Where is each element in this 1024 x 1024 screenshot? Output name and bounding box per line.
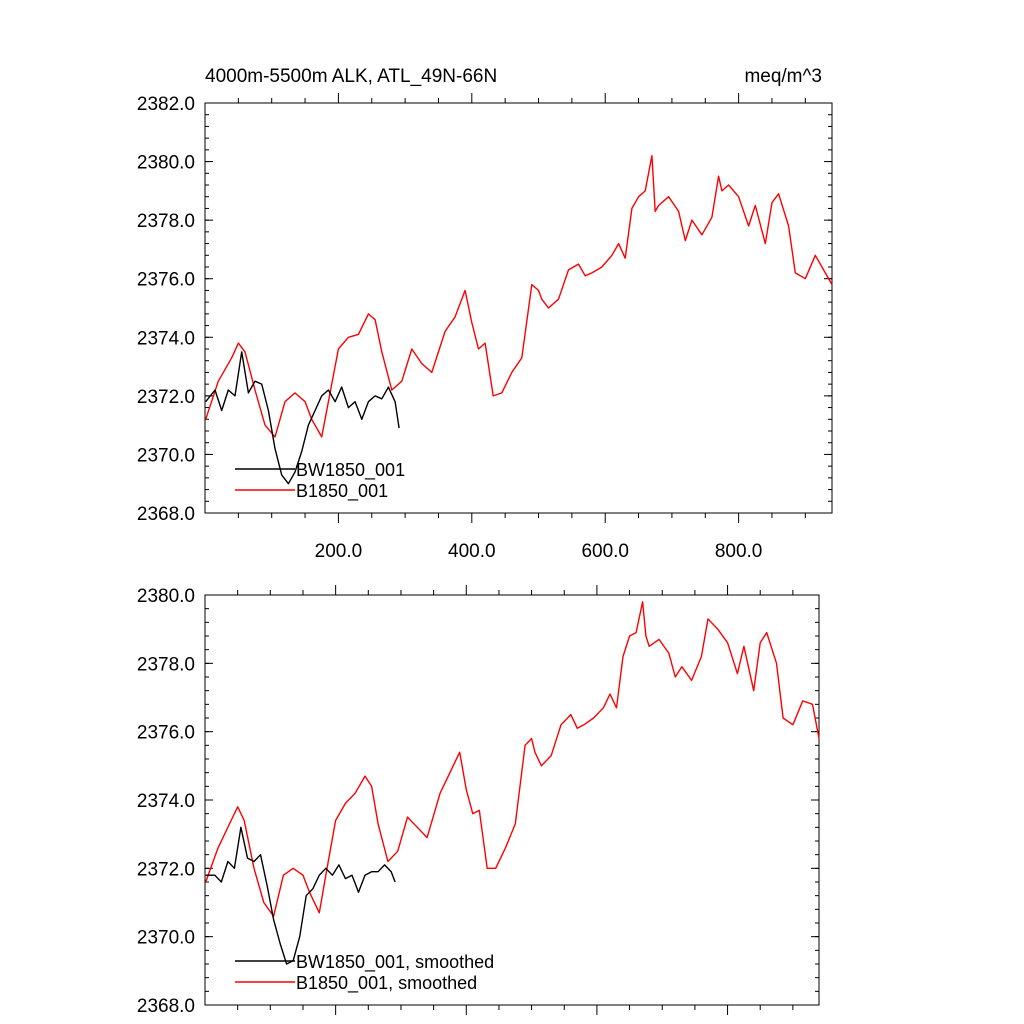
- x-tick-label: 800.0: [715, 541, 763, 562]
- top-legend-label-bw1850: BW1850_001: [296, 460, 405, 481]
- top-axis-ticks: 2368.0 2370.0 2372.0 2374.0 2376.0 2378.0 2380…: [137, 93, 832, 562]
- top-legend: BW1850_001 B1850_001: [235, 460, 405, 502]
- bottom-legend-label-b1850: B1850_001, smoothed: [296, 973, 477, 994]
- y-tick-label: 2382.0: [137, 94, 195, 115]
- y-tick-label: 2376.0: [137, 270, 195, 291]
- series-line-bw1850: [205, 826, 396, 965]
- y-tick-label: 2378.0: [137, 654, 195, 675]
- x-tick-label: 600.0: [581, 541, 629, 562]
- top-chart-units: meq/m^3: [744, 66, 822, 87]
- y-tick-label: 2372.0: [137, 859, 195, 880]
- y-tick-label: 2372.0: [137, 387, 195, 408]
- bottom-panel: 2368.0 2370.0 2372.0 2374.0 2376.0 2378.0 2380…: [137, 585, 820, 1017]
- bottom-plot-frame: [204, 594, 820, 1006]
- bottom-series-lines: [205, 601, 820, 965]
- y-tick-label: 2368.0: [137, 996, 195, 1017]
- y-tick-label: 2380.0: [137, 586, 195, 607]
- top-series-lines: [205, 154, 833, 485]
- x-tick-label: 400.0: [448, 541, 496, 562]
- y-tick-label: 2370.0: [137, 445, 195, 466]
- bottom-axis-ticks: 2368.0 2370.0 2372.0 2374.0 2376.0 2378.0 2380…: [137, 585, 819, 1017]
- bottom-legend: BW1850_001, smoothed B1850_001, smoothed: [235, 952, 494, 994]
- y-tick-label: 2374.0: [137, 791, 195, 812]
- series-line-bw1850: [205, 351, 400, 485]
- y-tick-label: 2374.0: [137, 328, 195, 349]
- top-chart-title: 4000m-5500m ALK, ATL_49N-66N: [205, 66, 497, 87]
- x-tick-label: 200.0: [315, 541, 363, 562]
- y-tick-label: 2370.0: [137, 928, 195, 949]
- y-tick-label: 2378.0: [137, 211, 195, 232]
- bottom-legend-label-bw1850: BW1850_001, smoothed: [296, 952, 494, 973]
- y-tick-label: 2368.0: [137, 504, 195, 525]
- top-plot-frame: [204, 102, 833, 514]
- top-legend-label-b1850: B1850_001: [296, 481, 388, 502]
- y-tick-label: 2376.0: [137, 723, 195, 744]
- y-tick-label: 2380.0: [137, 153, 195, 174]
- series-line-b1850: [205, 154, 833, 438]
- top-panel: 4000m-5500m ALK, ATL_49N-66N meq/m^3 236…: [137, 66, 833, 562]
- series-line-b1850: [205, 601, 820, 917]
